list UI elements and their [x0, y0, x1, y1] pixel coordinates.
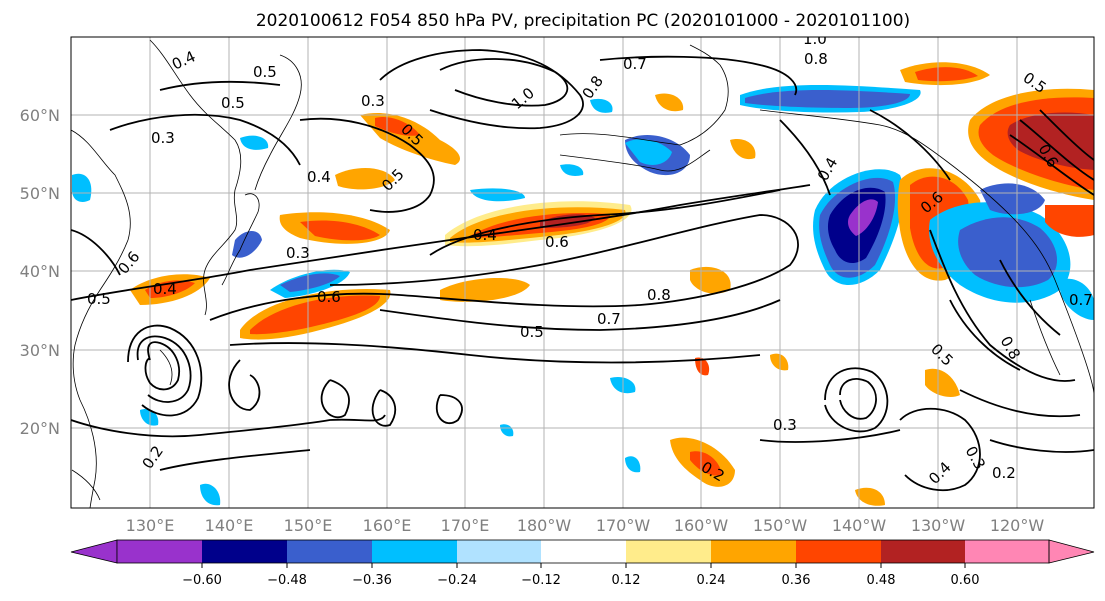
lon-label: 180°W: [517, 516, 572, 535]
lon-label: 150°E: [284, 516, 333, 535]
contour-label: 0.5: [520, 323, 544, 341]
graticule: [71, 37, 1094, 508]
contour-label: 0.3: [151, 129, 175, 147]
colorbar-frame: [116, 539, 1050, 564]
colorbar-segment: [965, 540, 1049, 563]
contour-label: 0.3: [773, 416, 797, 434]
colorbar-segment: [117, 540, 202, 563]
lon-label: 140°W: [832, 516, 887, 535]
contour-label: 0.4: [473, 226, 497, 244]
lon-label: 130°W: [911, 516, 966, 535]
contour-label: 0.7: [1069, 291, 1093, 309]
contour-label: 0.4: [153, 280, 177, 298]
lat-label: 40°N: [20, 262, 60, 281]
colorbar-tick-label: −0.24: [437, 573, 477, 588]
colorbar-segment: [541, 540, 626, 563]
lon-axis: 130°E 140°E 150°E 160°E 170°E 180°W 170°…: [126, 516, 1045, 535]
colorbar-segment: [202, 540, 287, 563]
contour-label: 0.6: [545, 233, 569, 251]
colorbar-segment: [796, 540, 881, 563]
colorbar-segment: [457, 540, 541, 563]
colorbar-segment: [881, 540, 965, 563]
colorbar-tick-label: 0.48: [867, 573, 896, 588]
colorbar: −0.60 −0.48 −0.36 −0.24 −0.12 0.12 0.24 …: [70, 539, 1095, 588]
contour-label: 0.2: [992, 464, 1016, 482]
coastlines: [71, 39, 1094, 508]
colorbar-segment: [626, 540, 711, 563]
lat-label: 20°N: [20, 419, 60, 438]
map-frame: [70, 36, 1095, 509]
colorbar-extend-max: [1048, 539, 1095, 564]
colorbar-segment: [372, 540, 457, 563]
lat-axis: 60°N 50°N 40°N 30°N 20°N: [20, 106, 60, 438]
lon-label: 130°E: [126, 516, 175, 535]
colorbar-tick-label: 0.24: [697, 573, 726, 588]
lon-label: 170°W: [596, 516, 651, 535]
contour-label: 0.7: [623, 55, 647, 73]
lon-label: 170°E: [441, 516, 490, 535]
lon-label: 160°E: [363, 516, 412, 535]
contour-label: 0.8: [804, 50, 828, 68]
colorbar-tick-label: −0.12: [521, 573, 561, 588]
colorbar-tick-label: 0.60: [951, 573, 980, 588]
lat-label: 30°N: [20, 341, 60, 360]
contour-label: 0.4: [307, 168, 331, 186]
colorbar-tick-label: −0.36: [352, 573, 392, 588]
colorbar-tick-label: −0.60: [182, 573, 222, 588]
pv-contours: [71, 49, 1094, 492]
lat-label: 50°N: [20, 184, 60, 203]
contour-label: 0.5: [221, 94, 245, 112]
colorbar-tick-label: 0.12: [612, 573, 641, 588]
contour-label: 0.6: [317, 288, 341, 306]
lat-label: 60°N: [20, 106, 60, 125]
colorbar-tick-label: −0.48: [267, 573, 307, 588]
contour-label: 1.0: [803, 30, 827, 48]
map-title: 2020100612 F054 850 hPa PV, precipitatio…: [256, 11, 910, 31]
colorbar-extend-min: [70, 539, 118, 564]
colorbar-segment: [711, 540, 796, 563]
contour-label: 0.5: [253, 63, 277, 81]
colorbar-ticks: [201, 563, 966, 568]
colorbar-segment: [287, 540, 372, 563]
contour-label: 0.7: [597, 310, 621, 328]
map-area: 0.4 0.5 0.5 0.3 0.3 0.5 0.4 0.3 0.5 0.6 …: [71, 30, 1094, 508]
colorbar-tick-label: 0.36: [782, 573, 811, 588]
contour-label: 0.3: [286, 244, 310, 262]
lon-label: 140°E: [205, 516, 254, 535]
lon-label: 160°W: [674, 516, 729, 535]
contour-label: 0.5: [87, 290, 111, 308]
lon-label: 120°W: [990, 516, 1045, 535]
contour-label: 0.8: [647, 286, 671, 304]
contour-label: 0.3: [361, 92, 385, 110]
lon-label: 150°W: [753, 516, 808, 535]
